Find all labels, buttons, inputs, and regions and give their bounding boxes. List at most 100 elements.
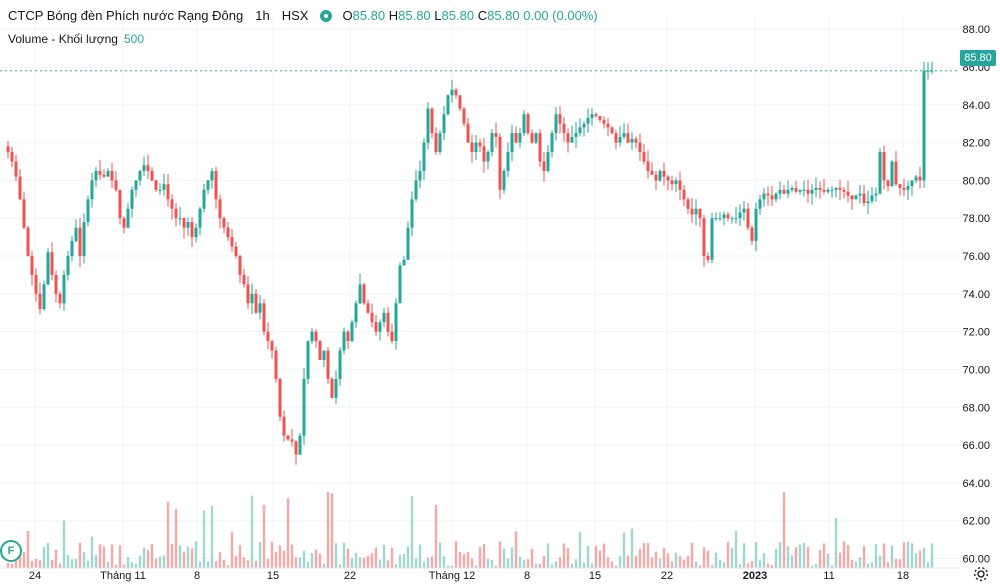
volume-bar — [442, 556, 446, 568]
candle-body — [474, 142, 478, 153]
volume-bar — [814, 564, 818, 568]
volume-bar — [598, 550, 602, 568]
y-tick-label: 74.00 — [962, 289, 990, 301]
volume-bar — [430, 556, 434, 568]
candle-body — [790, 187, 794, 190]
candle-body — [146, 165, 150, 171]
volume-bar — [850, 559, 854, 568]
volume-bar — [550, 564, 554, 568]
volume-bar — [538, 563, 542, 568]
candle-body — [482, 146, 486, 162]
candle-body — [438, 133, 442, 153]
volume-legend[interactable]: Volume - Khối lượng 500 — [8, 30, 598, 48]
flag-icon[interactable]: F — [0, 540, 22, 562]
x-tick-label: 8 — [194, 570, 200, 582]
volume-bar — [446, 565, 450, 568]
volume-bar — [334, 543, 338, 568]
volume-bar — [806, 546, 810, 568]
candle-body — [346, 331, 350, 342]
volume-bar — [242, 557, 246, 568]
volume-bar — [130, 562, 134, 568]
candle-body — [450, 89, 454, 96]
volume-bar — [870, 562, 874, 568]
volume-bar — [274, 552, 278, 568]
time-axis[interactable]: 24 Tháng 11 8 15 22 Tháng 12 8 15 22 2023 11 18 — [0, 567, 960, 582]
volume-bar — [118, 545, 122, 568]
volume-bar — [110, 544, 114, 568]
candle-body — [898, 184, 902, 188]
candle-body — [430, 108, 434, 134]
y-tick-label: 60.00 — [962, 554, 990, 566]
volume-bar — [614, 565, 618, 568]
volume-bar — [226, 565, 230, 568]
volume-bar — [454, 541, 458, 568]
candle-body — [846, 191, 850, 196]
candle-body — [550, 133, 554, 153]
volume-bar — [438, 542, 442, 568]
candle-body — [890, 161, 894, 187]
volume-bar — [230, 531, 234, 568]
volume-bar — [502, 548, 506, 568]
volume-bar — [354, 552, 358, 568]
volume-bar — [582, 562, 586, 568]
candle-body — [670, 180, 674, 185]
price-axis[interactable]: 88.0086.0084.0082.0080.0078.0076.0074.00… — [962, 24, 990, 565]
volume-bar — [326, 491, 330, 568]
candle-body — [102, 174, 106, 177]
volume-bar — [838, 552, 842, 568]
candle-body — [254, 293, 258, 313]
low-label: L — [434, 8, 442, 23]
volume-bar — [918, 550, 922, 568]
volume-bar — [802, 542, 806, 568]
candle-body — [702, 218, 706, 257]
candle-body — [842, 189, 846, 192]
candle-body — [162, 184, 166, 190]
candle-body — [746, 208, 750, 228]
candle-body — [266, 331, 270, 342]
candle-body — [426, 108, 430, 143]
volume-bar — [830, 565, 834, 568]
volume-bar — [346, 548, 350, 568]
volume-bar — [566, 547, 570, 568]
volume-bar — [78, 542, 82, 568]
candle-body — [278, 378, 282, 417]
volume-bar — [222, 559, 226, 568]
candle-body — [26, 227, 30, 257]
candle-body — [742, 208, 746, 213]
volume-bar — [902, 542, 906, 568]
candle-body — [546, 152, 550, 171]
volume-bar — [186, 546, 190, 568]
volume-bar — [730, 547, 734, 568]
candle-body — [238, 256, 242, 275]
volume-bar — [258, 542, 262, 568]
candle-body — [302, 378, 306, 436]
volume-bar — [654, 551, 658, 568]
candle-body — [326, 350, 330, 379]
volume-bar — [42, 546, 46, 568]
candle-body — [518, 133, 522, 143]
candle-body — [478, 142, 482, 147]
candle-body — [570, 136, 574, 143]
candle-body — [366, 303, 370, 313]
volume-bar — [562, 543, 566, 568]
candle-body — [210, 170, 214, 181]
volume-bar — [210, 506, 214, 568]
candle-body — [618, 136, 622, 143]
volume-bar — [606, 557, 610, 568]
candle-body — [694, 208, 698, 215]
candle-body — [298, 435, 302, 455]
volume-bar — [490, 559, 494, 568]
volume-bar — [698, 565, 702, 568]
volume-bar — [102, 546, 106, 568]
symbol-name[interactable]: CTCP Bóng đèn Phích nước Rạng Đông — [8, 8, 244, 23]
candle-body — [506, 152, 510, 171]
gear-icon[interactable] — [972, 565, 990, 583]
volume-bar — [578, 532, 582, 568]
volume-bar — [618, 555, 622, 568]
candle-body — [502, 170, 506, 190]
volume-bar — [658, 558, 662, 568]
volume-bar — [482, 543, 486, 568]
interval-label[interactable]: 1h — [255, 8, 270, 23]
volume-bar — [314, 549, 318, 568]
